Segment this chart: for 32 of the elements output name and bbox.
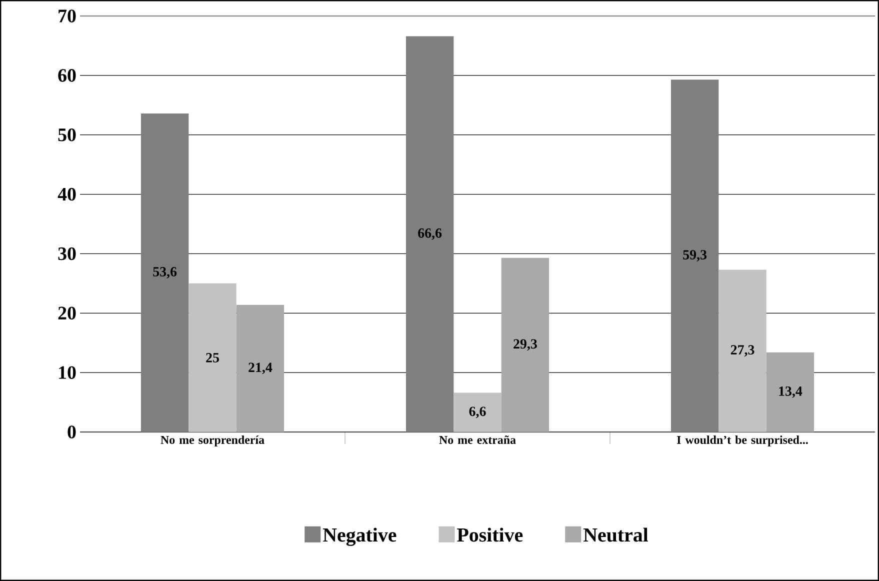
y-tick-label: 20 <box>58 306 76 320</box>
bar <box>766 352 814 432</box>
y-tick-label: 30 <box>58 247 76 260</box>
x-tick-label: No me sorprendería <box>160 436 264 446</box>
y-tick-label: 60 <box>58 69 76 82</box>
y-tick-label: 40 <box>58 188 76 201</box>
y-tick-label: 50 <box>58 128 76 142</box>
data-label: 29,3 <box>514 339 537 351</box>
data-label: 27,3 <box>730 345 754 357</box>
data-label: 66,6 <box>418 228 442 240</box>
bar <box>140 113 189 432</box>
y-tick-label: 0 <box>68 426 76 438</box>
bar <box>406 36 454 432</box>
y-tick-label: 10 <box>59 366 76 379</box>
x-tick-label: No me extraña <box>439 436 516 444</box>
bar <box>236 304 284 432</box>
data-label: 6,6 <box>469 406 486 418</box>
bar <box>454 392 502 432</box>
bar <box>670 80 719 432</box>
data-label: 59,3 <box>683 250 707 262</box>
bar <box>501 258 550 432</box>
bar <box>188 283 236 432</box>
legend-label: Negative <box>322 528 396 546</box>
data-label: 53,6 <box>153 267 177 278</box>
data-label: 25 <box>206 353 219 362</box>
bar <box>718 270 766 432</box>
data-label: 21,4 <box>248 362 272 374</box>
y-tick-label: 70 <box>58 10 76 22</box>
legend-label: Positive <box>457 528 523 542</box>
x-tick-label: I wouldn’t be surprised... <box>676 436 808 446</box>
legend-label: Neutral <box>583 528 648 542</box>
data-label: 13,4 <box>779 386 802 398</box>
